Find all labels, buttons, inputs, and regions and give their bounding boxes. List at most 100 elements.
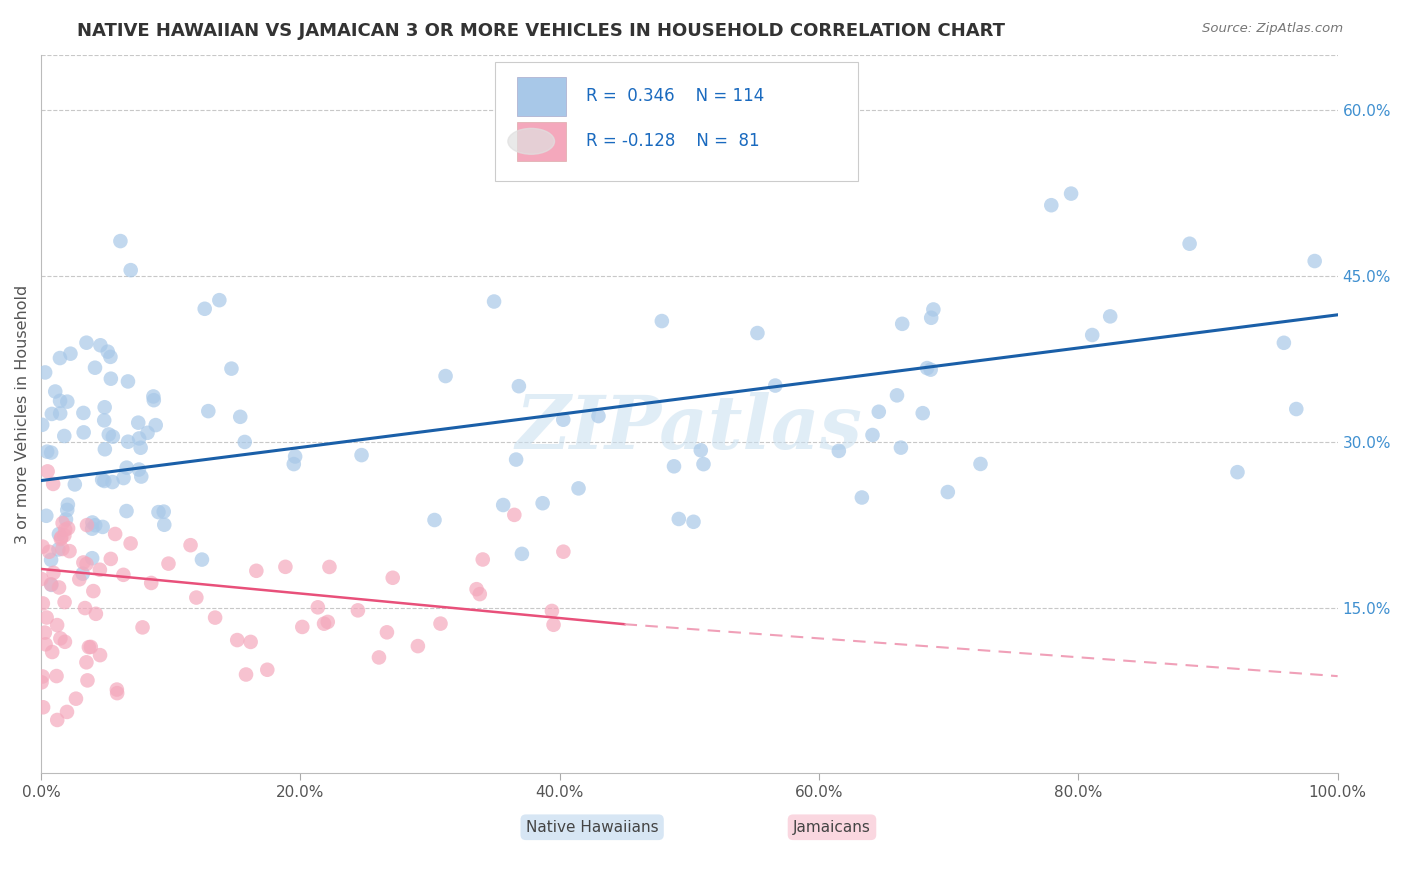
Jamaicans xyxy=(31,540,53,554)
Jamaicans xyxy=(186,591,208,605)
Jamaicans xyxy=(53,528,76,542)
Native Hawaiians xyxy=(553,413,575,427)
Jamaicans xyxy=(256,663,278,677)
Jamaicans xyxy=(157,557,180,571)
Native Hawaiians xyxy=(100,350,122,364)
Text: R =  0.346    N = 114: R = 0.346 N = 114 xyxy=(586,87,763,105)
Native Hawaiians xyxy=(97,344,120,359)
Native Hawaiians xyxy=(153,517,176,532)
Jamaicans xyxy=(89,563,111,577)
Jamaicans xyxy=(31,596,53,610)
Native Hawaiians xyxy=(34,366,56,380)
Jamaicans xyxy=(45,669,67,683)
Native Hawaiians xyxy=(94,442,117,457)
Native Hawaiians xyxy=(49,393,72,408)
Native Hawaiians xyxy=(492,498,515,512)
Jamaicans xyxy=(41,645,63,659)
Native Hawaiians xyxy=(208,293,231,308)
Y-axis label: 3 or more Vehicles in Household: 3 or more Vehicles in Household xyxy=(15,285,30,544)
Jamaicans xyxy=(553,544,575,558)
Jamaicans xyxy=(67,572,90,586)
Native Hawaiians xyxy=(56,503,79,517)
Native Hawaiians xyxy=(53,429,76,443)
Native Hawaiians xyxy=(148,505,170,519)
Native Hawaiians xyxy=(191,552,214,566)
Native Hawaiians xyxy=(1178,236,1201,251)
Jamaicans xyxy=(104,527,127,541)
Native Hawaiians xyxy=(120,263,142,277)
Native Hawaiians xyxy=(39,445,62,459)
Native Hawaiians xyxy=(284,450,307,464)
Jamaicans xyxy=(52,516,75,530)
Jamaicans xyxy=(105,682,128,697)
Jamaicans xyxy=(375,625,398,640)
Jamaicans xyxy=(73,601,96,615)
Native Hawaiians xyxy=(1272,335,1295,350)
Jamaicans xyxy=(51,530,73,544)
Native Hawaiians xyxy=(567,482,589,496)
Native Hawaiians xyxy=(84,518,107,533)
Jamaicans xyxy=(307,600,329,615)
Jamaicans xyxy=(471,552,494,566)
Jamaicans xyxy=(65,691,87,706)
Native Hawaiians xyxy=(920,310,942,325)
Jamaicans xyxy=(141,576,163,591)
Native Hawaiians xyxy=(48,542,70,557)
Native Hawaiians xyxy=(110,234,132,248)
Native Hawaiians xyxy=(93,474,115,488)
Native Hawaiians xyxy=(93,401,115,415)
Native Hawaiians xyxy=(1099,310,1122,324)
Native Hawaiians xyxy=(59,347,82,361)
Circle shape xyxy=(508,128,554,154)
Jamaicans xyxy=(51,541,73,556)
Native Hawaiians xyxy=(100,372,122,386)
Native Hawaiians xyxy=(1226,465,1249,479)
Native Hawaiians xyxy=(112,471,135,485)
Native Hawaiians xyxy=(689,443,711,458)
Native Hawaiians xyxy=(920,362,942,376)
Native Hawaiians xyxy=(89,338,111,352)
Native Hawaiians xyxy=(129,469,152,483)
Native Hawaiians xyxy=(510,547,533,561)
Native Hawaiians xyxy=(128,462,150,476)
Jamaicans xyxy=(112,567,135,582)
Native Hawaiians xyxy=(969,457,991,471)
Jamaicans xyxy=(245,564,267,578)
Text: R = -0.128    N =  81: R = -0.128 N = 81 xyxy=(586,132,759,151)
Native Hawaiians xyxy=(82,551,104,566)
Text: Source: ZipAtlas.com: Source: ZipAtlas.com xyxy=(1202,22,1343,36)
Native Hawaiians xyxy=(41,578,63,592)
Native Hawaiians xyxy=(128,432,150,446)
Native Hawaiians xyxy=(56,498,79,512)
Native Hawaiians xyxy=(49,406,72,420)
Native Hawaiians xyxy=(44,384,66,399)
Jamaicans xyxy=(180,538,202,552)
Jamaicans xyxy=(32,700,55,714)
Native Hawaiians xyxy=(423,513,446,527)
Native Hawaiians xyxy=(84,360,107,375)
Jamaicans xyxy=(56,521,79,535)
Native Hawaiians xyxy=(142,393,165,408)
Native Hawaiians xyxy=(129,441,152,455)
Native Hawaiians xyxy=(76,335,98,350)
Jamaicans xyxy=(49,632,72,646)
Native Hawaiians xyxy=(142,389,165,403)
FancyBboxPatch shape xyxy=(517,122,567,161)
Native Hawaiians xyxy=(37,444,59,458)
Native Hawaiians xyxy=(1040,198,1063,212)
Jamaicans xyxy=(204,610,226,624)
Native Hawaiians xyxy=(763,378,786,392)
Native Hawaiians xyxy=(922,302,945,317)
Jamaicans xyxy=(46,618,69,632)
Jamaicans xyxy=(468,587,491,601)
Jamaicans xyxy=(76,673,98,688)
Jamaicans xyxy=(100,552,122,566)
Native Hawaiians xyxy=(1060,186,1083,201)
Jamaicans xyxy=(49,532,72,546)
Jamaicans xyxy=(30,572,52,586)
Native Hawaiians xyxy=(136,425,159,440)
Jamaicans xyxy=(543,617,565,632)
Native Hawaiians xyxy=(117,434,139,449)
Native Hawaiians xyxy=(72,406,94,420)
Jamaicans xyxy=(84,607,107,621)
